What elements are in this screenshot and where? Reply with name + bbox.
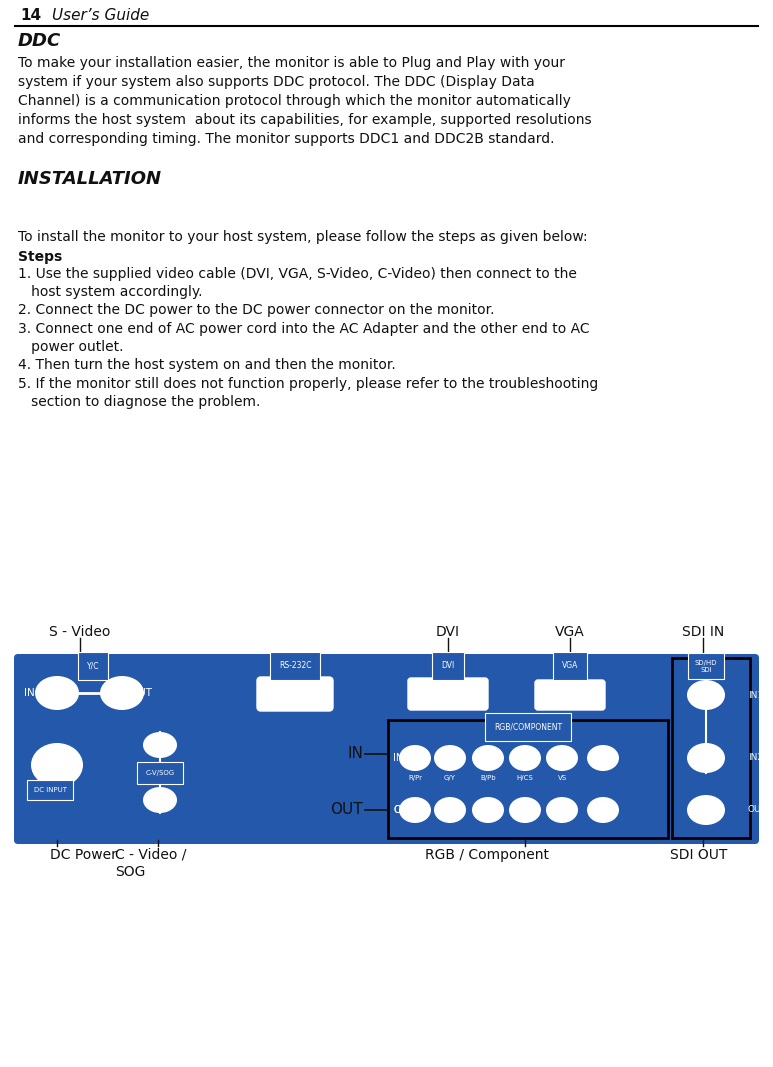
Ellipse shape [587,797,619,823]
Text: IN: IN [393,753,404,763]
Text: DC INPUT: DC INPUT [33,787,66,793]
Ellipse shape [143,732,177,758]
Text: DDC: DDC [18,32,61,50]
Text: DC Power: DC Power [50,848,117,862]
Text: RGB/COMPONENT: RGB/COMPONENT [494,722,562,732]
Text: IN: IN [347,747,363,762]
Text: SDI IN: SDI IN [682,625,724,639]
Text: 14: 14 [20,7,41,23]
Text: H/CS: H/CS [516,775,533,781]
Text: power outlet.: power outlet. [18,340,124,354]
Ellipse shape [31,743,83,787]
Text: SD/HD
SDI: SD/HD SDI [695,659,717,672]
Text: To install the monitor to your host system, please follow the steps as given bel: To install the monitor to your host syst… [18,230,587,244]
Text: OUT: OUT [748,806,767,814]
Text: OUT: OUT [130,688,152,698]
Text: OUT: OUT [145,795,167,805]
Text: S - Video: S - Video [49,625,111,639]
Text: RGB / Component: RGB / Component [425,848,549,862]
Ellipse shape [546,745,578,771]
Ellipse shape [687,680,725,710]
Text: IN: IN [24,688,35,698]
Ellipse shape [509,797,541,823]
Text: R/Pr: R/Pr [408,775,422,781]
Text: User’s Guide: User’s Guide [52,7,149,23]
Text: Steps: Steps [18,250,63,264]
Ellipse shape [399,797,431,823]
Text: VGA: VGA [555,625,585,639]
Ellipse shape [687,743,725,773]
Text: INSTALLATION: INSTALLATION [18,170,162,188]
Ellipse shape [35,676,79,710]
Text: B/Pb: B/Pb [480,775,495,781]
Text: VS: VS [557,775,567,781]
Ellipse shape [399,745,431,771]
Text: C - Video /: C - Video / [115,848,186,862]
FancyBboxPatch shape [535,680,605,710]
Text: IN2: IN2 [748,753,763,763]
Ellipse shape [472,745,504,771]
Ellipse shape [546,797,578,823]
Text: IN: IN [145,740,155,750]
Ellipse shape [434,797,466,823]
Ellipse shape [687,795,725,825]
FancyBboxPatch shape [14,654,759,844]
Text: DVI: DVI [436,625,460,639]
Text: and corresponding timing. The monitor supports DDC1 and DDC2B standard.: and corresponding timing. The monitor su… [18,132,554,146]
Ellipse shape [100,676,144,710]
Text: host system accordingly.: host system accordingly. [18,285,203,299]
Text: OUT: OUT [330,802,363,817]
Text: C-V/SOG: C-V/SOG [145,770,175,776]
Bar [388,720,668,838]
Text: 5. If the monitor still does not function properly, please refer to the troubles: 5. If the monitor still does not functio… [18,377,598,391]
Text: G/Y: G/Y [444,775,456,781]
Text: 2. Connect the DC power to the DC power connector on the monitor.: 2. Connect the DC power to the DC power … [18,303,495,317]
Text: section to diagnose the problem.: section to diagnose the problem. [18,395,261,409]
Text: Y/C: Y/C [87,662,99,670]
FancyBboxPatch shape [257,676,333,711]
Text: DVI: DVI [441,662,455,670]
Ellipse shape [143,787,177,813]
Text: SOG: SOG [115,865,145,879]
Text: 1. Use the supplied video cable (DVI, VGA, S-Video, C-Video) then connect to the: 1. Use the supplied video cable (DVI, VG… [18,267,577,281]
Text: IN1: IN1 [748,690,763,700]
Text: OUT: OUT [393,805,414,815]
Ellipse shape [509,745,541,771]
Text: To make your installation easier, the monitor is able to Plug and Play with your: To make your installation easier, the mo… [18,55,565,70]
Ellipse shape [472,797,504,823]
FancyBboxPatch shape [408,678,488,710]
Text: 3. Connect one end of AC power cord into the AC Adapter and the other end to AC: 3. Connect one end of AC power cord into… [18,322,590,336]
Bar [672,658,750,838]
Ellipse shape [434,745,466,771]
Text: 4. Then turn the host system on and then the monitor.: 4. Then turn the host system on and then… [18,359,396,372]
Text: RS-232C: RS-232C [279,662,312,670]
Ellipse shape [587,745,619,771]
Text: OUT: OUT [393,805,414,815]
Text: informs the host system  about its capabilities, for example, supported resoluti: informs the host system about its capabi… [18,113,591,127]
Text: Channel) is a communication protocol through which the monitor automatically: Channel) is a communication protocol thr… [18,94,571,108]
Text: system if your system also supports DDC protocol. The DDC (Display Data: system if your system also supports DDC … [18,75,535,89]
Text: SDI OUT: SDI OUT [670,848,727,862]
Text: VGA: VGA [562,662,578,670]
